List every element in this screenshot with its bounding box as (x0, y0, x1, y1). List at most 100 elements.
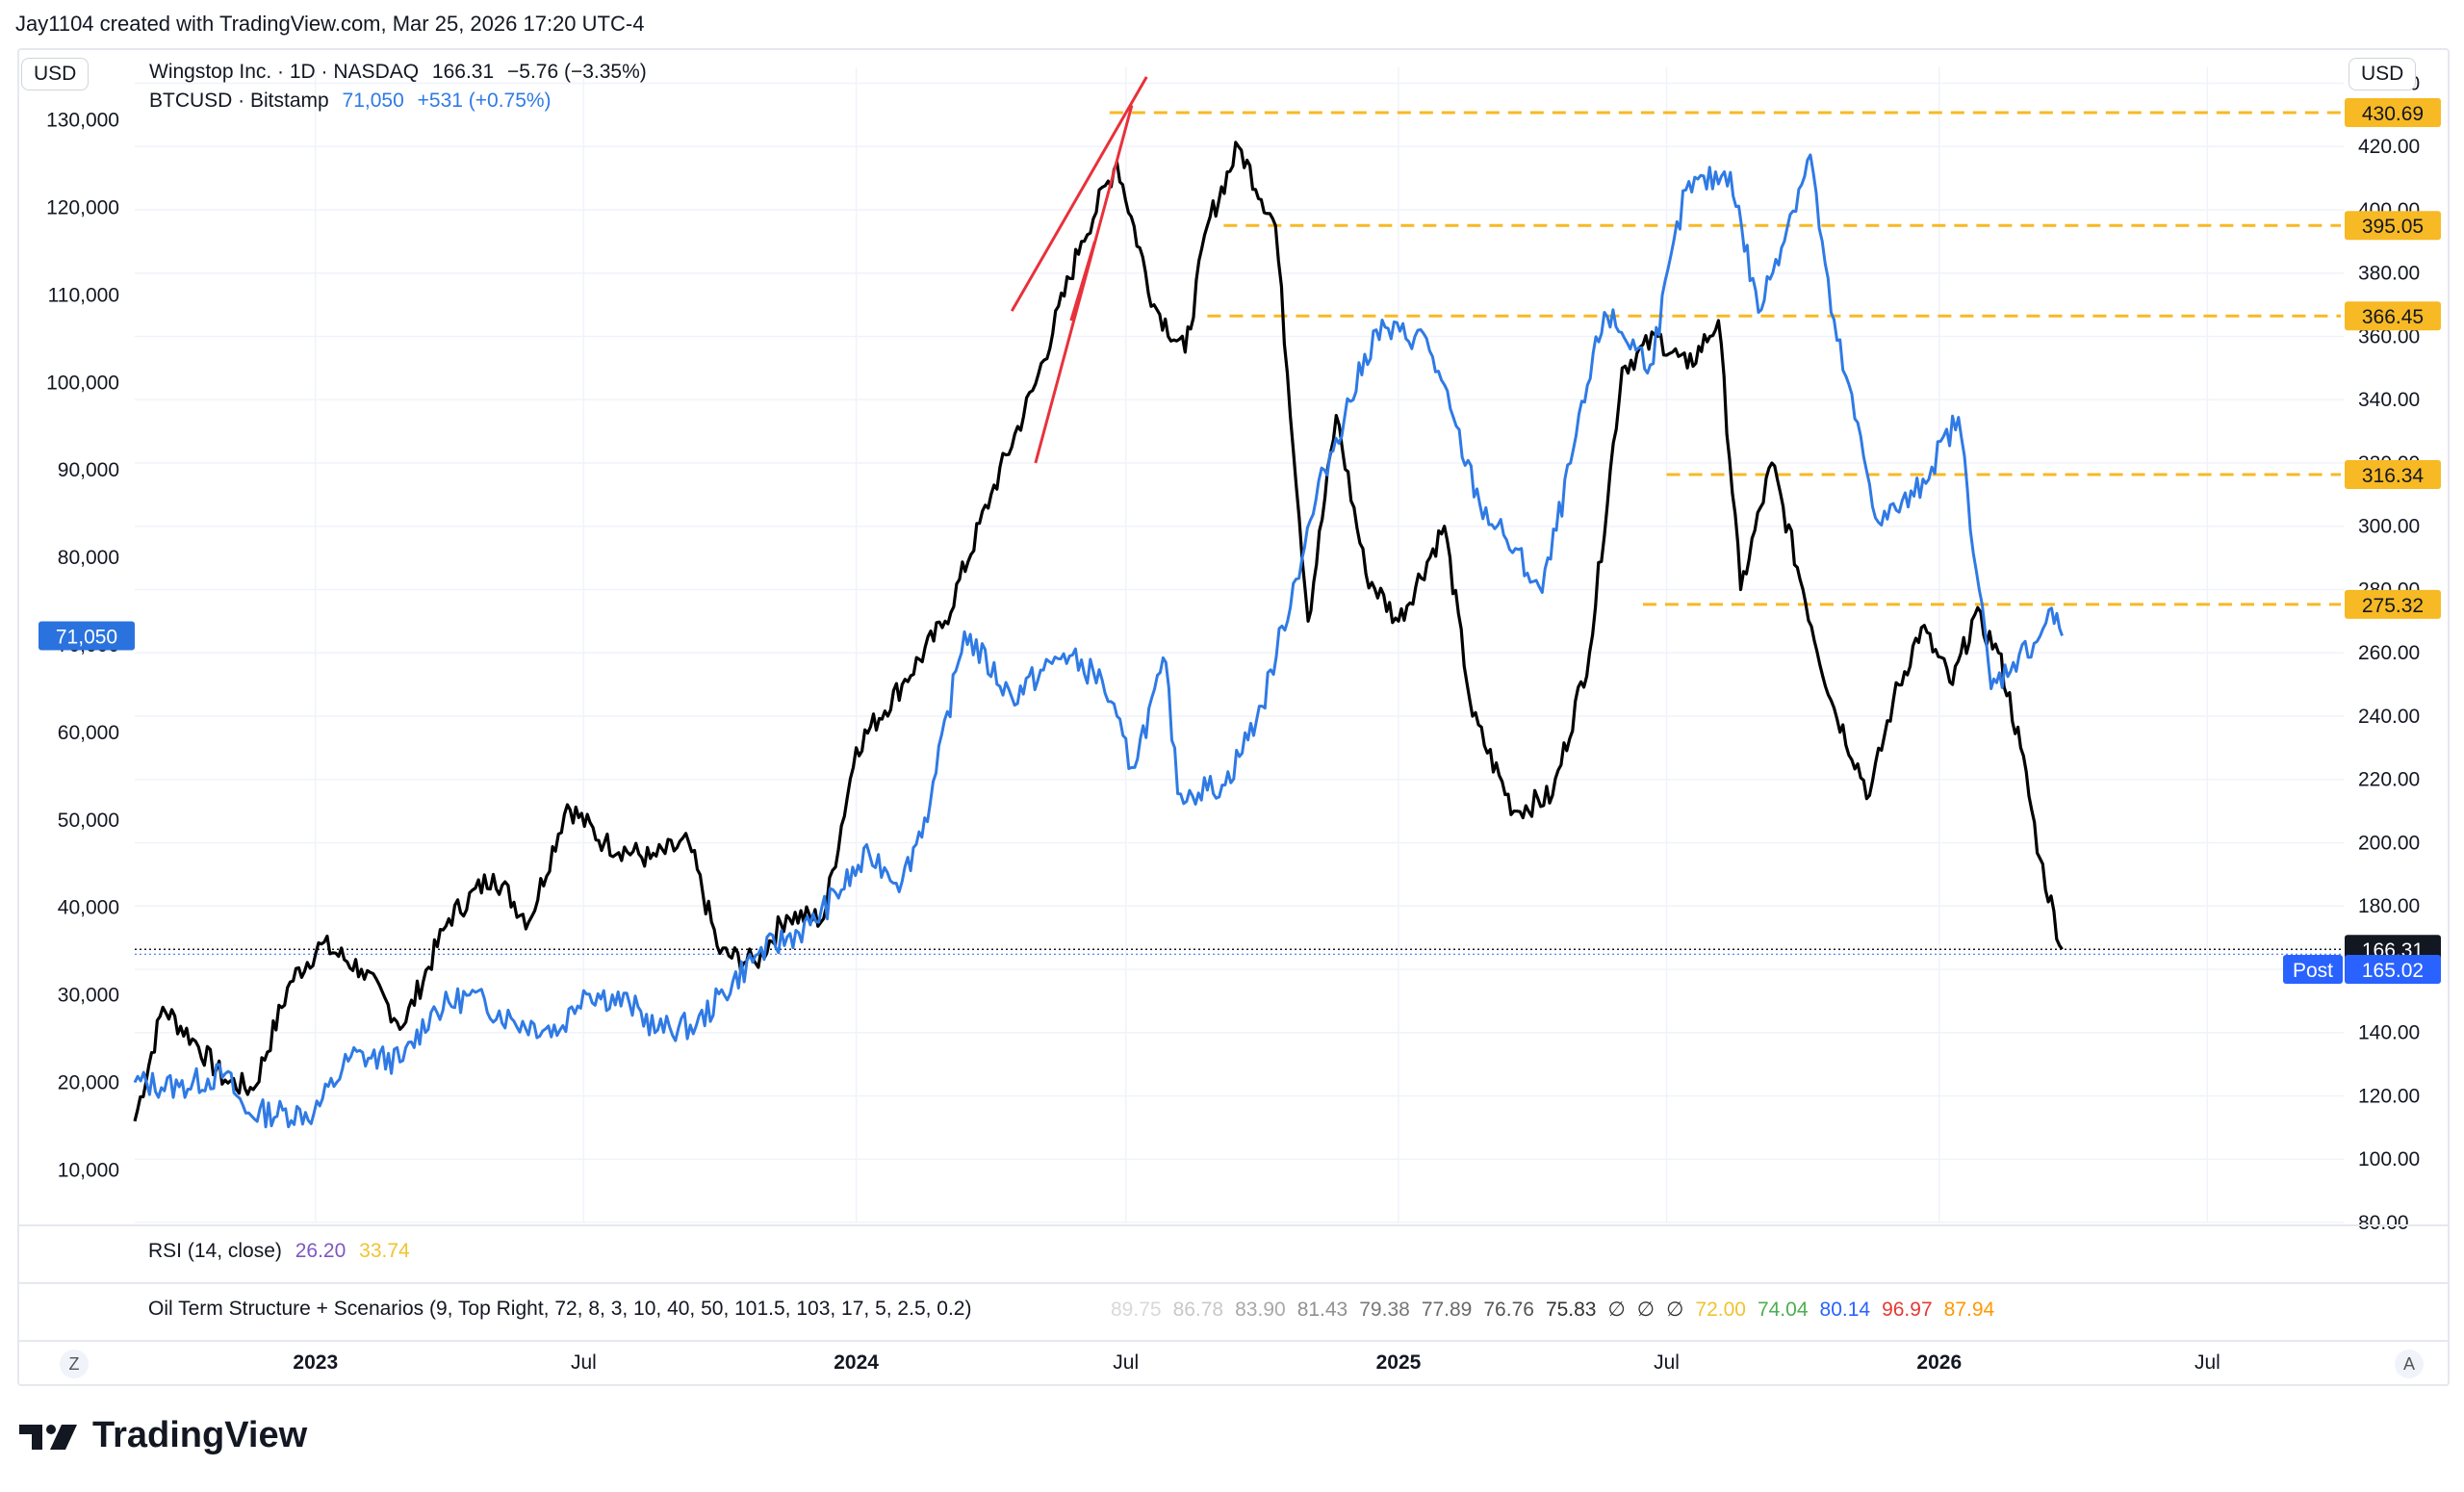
series-line-wingstop (133, 141, 2064, 1122)
level-tag-4: 275.32 (2362, 595, 2424, 617)
series-line-btc (133, 153, 2064, 1129)
oil-value-6: 76.76 (1483, 1299, 1534, 1321)
legend-btc-symbol: BTCUSD · Bitstamp (149, 90, 329, 112)
oil-value-15: 87.94 (1943, 1299, 1995, 1321)
tradingview-logo[interactable]: TradingView (19, 1415, 307, 1456)
time-axis-label-2: 2024 (834, 1351, 879, 1374)
left-axis-tick-11: 120,000 (46, 196, 119, 219)
right-axis-tick-14: 360.00 (2358, 325, 2420, 347)
oil-value-11: 72.00 (1695, 1299, 1746, 1321)
trendlines (1010, 76, 1148, 464)
left-currency-button[interactable]: USD (21, 58, 90, 90)
trendline-1 (1034, 105, 1134, 464)
btc-price-tag: 71,050 (56, 626, 117, 648)
tradingview-wordmark: TradingView (92, 1415, 308, 1455)
level-tag-bg-4 (2345, 589, 2441, 619)
chart-grid (135, 67, 2344, 1223)
oil-label: Oil Term Structure + Scenarios (9, Top R… (148, 1298, 972, 1320)
left-axis-tick-0: 10,000 (58, 1159, 119, 1181)
right-axis-tick-3: 140.00 (2358, 1022, 2420, 1044)
oil-value-8: ∅ (1607, 1299, 1626, 1321)
left-axis-tick-2: 30,000 (58, 985, 119, 1007)
oil-value-5: 77.89 (1421, 1299, 1473, 1321)
time-axis-label-0: 2023 (293, 1351, 339, 1374)
oil-value-10: ∅ (1666, 1299, 1684, 1321)
rsi-legend: RSI (14, close) 26.20 33.74 (148, 1240, 418, 1263)
right-axis-tick-8: 240.00 (2358, 706, 2420, 728)
right-axis-tick-13: 340.00 (2358, 389, 2420, 411)
oil-legend: Oil Term Structure + Scenarios (9, Top R… (148, 1298, 979, 1321)
legend-wingstop[interactable]: Wingstop Inc. · 1D · NASDAQ 166.31 −5.76… (149, 61, 654, 84)
oil-value-1: 86.78 (1172, 1299, 1224, 1321)
right-axis-tick-6: 200.00 (2358, 832, 2420, 854)
rsi-label: RSI (14, close) (148, 1240, 282, 1262)
post-price-tag-bg (2345, 954, 2441, 984)
right-currency-button[interactable]: USD (2348, 58, 2417, 90)
a-button[interactable]: A (2395, 1350, 2424, 1378)
oil-value-13: 80.14 (1819, 1299, 1871, 1321)
right-axis-tick-5: 180.00 (2358, 895, 2420, 917)
left-axis-tick-7: 80,000 (58, 547, 119, 569)
right-axis-tick-11: 300.00 (2358, 516, 2420, 538)
horizontal-levels (135, 111, 2341, 955)
level-tag-bg-1 (2345, 211, 2441, 241)
right-axis-tick-15: 380.00 (2358, 263, 2420, 285)
right-axis-tick-2: 120.00 (2358, 1085, 2420, 1107)
left-axis-tick-1: 20,000 (58, 1072, 119, 1094)
level-tag-0: 430.69 (2362, 103, 2424, 125)
time-axis-label-5: Jul (1654, 1351, 1680, 1374)
level-tag-2: 366.45 (2362, 306, 2424, 328)
trendline-0 (1010, 76, 1148, 312)
post-label: Post (2293, 960, 2333, 982)
level-tag-1: 395.05 (2362, 216, 2424, 238)
time-axis-label-1: Jul (570, 1351, 597, 1374)
left-axis-tick-12: 130,000 (46, 110, 119, 132)
oil-value-2: 83.90 (1235, 1299, 1286, 1321)
oil-value-12: 74.04 (1757, 1299, 1809, 1321)
price-tags: 430.69395.05366.45316.34275.32166.31Post… (38, 98, 2441, 984)
oil-value-14: 96.97 (1882, 1299, 1933, 1321)
time-axis-label-7: Jul (2194, 1351, 2220, 1374)
btc-price-tag-bg (38, 621, 135, 651)
right-axis-tick-1: 100.00 (2358, 1148, 2420, 1170)
legend-btc-price: 71,050 (342, 90, 404, 112)
time-axis[interactable]: Z A 2023 Jul 2024 Jul 2025 Jul 2026 Jul (17, 1340, 2450, 1386)
oil-term-structure-panel[interactable]: Oil Term Structure + Scenarios (9, Top R… (17, 1282, 2450, 1342)
level-tag-bg-2 (2345, 301, 2441, 331)
legend-wingstop-price: 166.31 (431, 61, 495, 83)
series-lines (133, 141, 2064, 1129)
post-label-bg (2283, 954, 2343, 984)
left-axis-tick-4: 50,000 (58, 810, 119, 832)
level-tag-bg-3 (2345, 459, 2441, 489)
post-price-tag: 165.02 (2362, 960, 2424, 982)
right-axis-tick-17: 420.00 (2358, 136, 2420, 158)
left-axis-tick-5: 60,000 (58, 722, 119, 744)
rsi-value-1: 26.20 (295, 1240, 346, 1262)
legend-wingstop-symbol: Wingstop Inc. · 1D · NASDAQ (149, 61, 420, 83)
time-axis-label-6: 2026 (1916, 1351, 1963, 1374)
chart-frame (17, 48, 2450, 1386)
left-axis-tick-9: 100,000 (46, 372, 119, 394)
oil-value-4: 79.38 (1359, 1299, 1410, 1321)
oil-value-7: 75.83 (1545, 1299, 1597, 1321)
level-tag-bg-0 (2345, 98, 2441, 128)
rsi-value-2: 33.74 (359, 1240, 410, 1262)
legend-wingstop-change: −5.76 (−3.35%) (507, 61, 647, 83)
level-tag-3: 316.34 (2362, 465, 2425, 487)
left-axis-tick-3: 40,000 (58, 897, 119, 919)
left-axis-tick-10: 110,000 (48, 284, 119, 306)
rsi-panel[interactable]: RSI (14, close) 26.20 33.74 (17, 1224, 2450, 1284)
left-price-axis: 10,00020,00030,00040,00050,00060,00070,0… (46, 110, 119, 1182)
right-axis-tick-9: 260.00 (2358, 642, 2420, 664)
trendline-2 (1069, 241, 1096, 322)
oil-values: 89.75 86.78 83.90 81.43 79.38 77.89 76.76 75.83… (1111, 1298, 2006, 1322)
chart-header-attribution: Jay1104 created with TradingView.com, Ma… (15, 12, 645, 36)
legend-btc[interactable]: BTCUSD · Bitstamp 71,050 +531 (+0.75%) (149, 90, 559, 113)
z-button[interactable]: Z (60, 1350, 89, 1378)
right-price-axis: 80.00100.00120.00140.00160.00180.00200.0… (2358, 72, 2420, 1234)
left-axis-tick-8: 90,000 (58, 459, 119, 481)
oil-value-0: 89.75 (1111, 1299, 1162, 1321)
time-axis-label-4: 2025 (1375, 1351, 1422, 1374)
right-axis-tick-7: 220.00 (2358, 769, 2420, 791)
